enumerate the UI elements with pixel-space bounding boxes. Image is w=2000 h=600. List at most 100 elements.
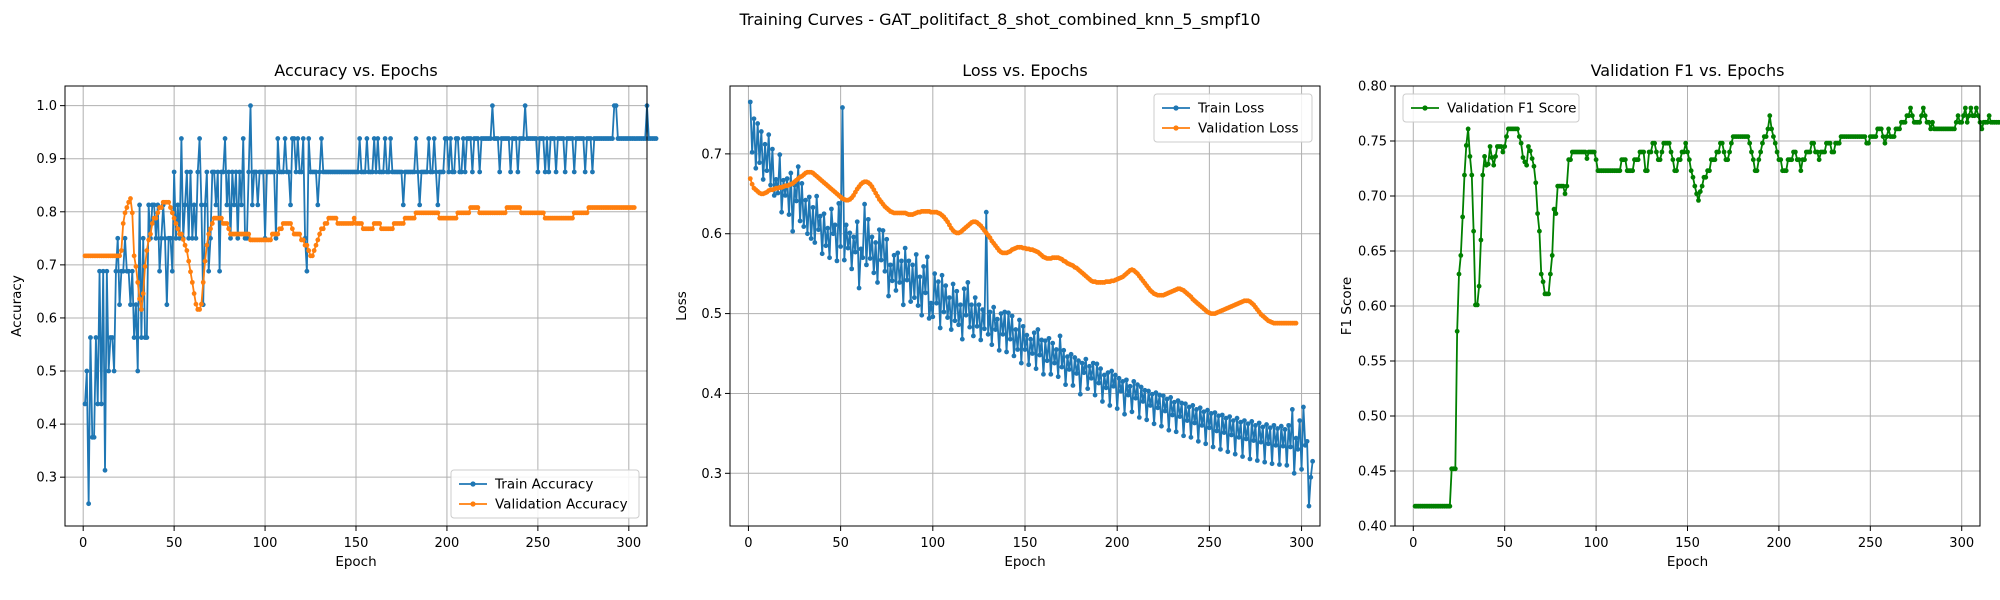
loss-series-0-point	[1251, 438, 1257, 443]
loss-series-0-point	[1133, 395, 1139, 401]
f1-series-0-point	[1873, 134, 1879, 140]
loss-series-0-point	[882, 268, 888, 274]
accuracy-series-0-point	[400, 202, 406, 208]
f1-series-0-point	[1727, 149, 1732, 155]
accuracy-series-0-point	[182, 202, 188, 208]
accuracy-series-0-point	[546, 169, 552, 175]
loss-series-0-point	[987, 309, 993, 315]
loss-series-0-point	[911, 295, 917, 301]
loss-ytick-label: 0.4	[701, 387, 722, 402]
accuracy-series-1-point	[175, 226, 181, 232]
accuracy-series-0-point	[415, 169, 421, 175]
accuracy-series-0-point	[93, 335, 99, 340]
accuracy-series-1-point	[411, 215, 417, 221]
loss-series-0-point	[1087, 363, 1092, 369]
accuracy-series-0-point	[255, 202, 261, 208]
f1-series-0-point	[1654, 149, 1659, 155]
accuracy-series-0-point	[115, 235, 121, 241]
loss-series-0-point	[978, 337, 984, 343]
loss-series-0-point	[952, 318, 958, 324]
f1-series-0-point	[1635, 157, 1641, 163]
loss-series-0-point	[1081, 370, 1087, 376]
loss-series-0-point	[884, 236, 890, 242]
accuracy-series-0-point	[153, 235, 159, 241]
accuracy-legend-label: Train Accuracy	[494, 477, 593, 493]
accuracy-series-1-point	[246, 231, 252, 237]
loss-series-0-point	[841, 257, 847, 263]
loss-series-0-point	[886, 293, 891, 299]
loss-series-0-point	[814, 193, 820, 199]
loss-series-0-point	[1000, 331, 1006, 337]
loss-series-0-point	[793, 198, 799, 204]
loss-series-0-point	[1183, 401, 1188, 407]
loss-series-0-point	[1302, 442, 1308, 448]
loss-series-0-point	[1173, 429, 1179, 435]
accuracy-chart-title: Accuracy vs. Epochs	[274, 61, 437, 80]
f1-series-0-point	[1551, 206, 1557, 212]
loss-series-0-point	[758, 129, 764, 134]
accuracy-series-1-point	[453, 215, 459, 221]
loss-series-0-point	[840, 105, 845, 110]
accuracy-series-1-point	[146, 237, 152, 243]
loss-series-0-point	[869, 234, 875, 240]
loss-series-0-point	[1236, 434, 1242, 440]
accuracy-series-1-point	[349, 221, 355, 226]
loss-series-0-point	[1160, 393, 1166, 399]
f1-ytick-label: 0.50	[1358, 410, 1387, 425]
accuracy-series-0-point	[382, 136, 388, 141]
loss-legend-box	[1153, 93, 1313, 143]
f1-series-0-point	[1880, 134, 1886, 140]
loss-series-0-point	[1039, 337, 1044, 343]
loss-series-0-point	[1171, 399, 1177, 405]
accuracy-series-1-point	[122, 210, 128, 216]
f1-series-0-point	[1961, 113, 1966, 119]
loss-series-0-point	[926, 315, 932, 321]
accuracy-series-1-point	[517, 205, 523, 210]
accuracy-series-1-point	[188, 269, 193, 275]
loss-series-0-point	[1232, 451, 1238, 457]
accuracy-series-0-point	[158, 235, 164, 241]
loss-series-0-point	[1077, 391, 1083, 397]
loss-series-0-point	[1264, 422, 1269, 427]
f1-series-0-point	[1460, 214, 1466, 220]
loss-series-0-point	[810, 204, 816, 210]
accuracy-series-1-point	[169, 210, 175, 216]
accuracy-series-1-point	[304, 242, 310, 248]
loss-series-0-point	[1112, 372, 1118, 378]
f1-series-0-point	[1928, 126, 1934, 132]
loss-series-0-point	[762, 141, 768, 147]
loss-legend-label: Train Loss	[1197, 101, 1264, 117]
accuracy-series-0-point	[506, 136, 512, 141]
f1-series-0-point	[1538, 271, 1544, 277]
loss-series-0-point	[941, 309, 947, 315]
f1-series-0-point	[1533, 180, 1539, 186]
f1-series-0-point	[1964, 119, 1970, 125]
loss-series-0-point	[1227, 414, 1233, 419]
accuracy-ytick-label: 0.6	[36, 311, 57, 326]
loss-series-0-point	[1007, 336, 1013, 342]
loss-series-0-point	[1079, 360, 1085, 366]
loss-series-0-point	[1219, 412, 1225, 418]
accuracy-series-0-point	[460, 136, 466, 141]
loss-series-0-point	[969, 302, 974, 308]
loss-series-0-point	[757, 160, 762, 166]
loss-series-0-point	[1157, 392, 1162, 398]
loss-series-0-point	[775, 190, 781, 196]
accuracy-series-0-markers	[82, 103, 659, 507]
loss-series-0-point	[1015, 347, 1021, 352]
loss-series-0-point	[1094, 361, 1100, 367]
f1-series-0-point	[1516, 134, 1522, 140]
loss-series-0-point	[1052, 360, 1057, 366]
loss-series-0-point	[875, 280, 880, 285]
accuracy-series-1-point	[148, 231, 153, 237]
loss-series-0-point	[1262, 459, 1268, 465]
loss-series-0-point	[1116, 375, 1122, 381]
f1-series-0-point	[1792, 149, 1798, 155]
loss-panel: 0 50 100 150 200 250 300 0.3 0.4 0.5 0.6 0.7 Loss vs…	[674, 61, 1321, 570]
loss-series-0-point	[1293, 435, 1299, 441]
f1-series-0-point	[1465, 126, 1471, 132]
f1-legend-swatch-marker	[1422, 105, 1428, 111]
accuracy-series-0-point	[304, 268, 310, 274]
f1-series-0-point	[1984, 119, 1990, 125]
